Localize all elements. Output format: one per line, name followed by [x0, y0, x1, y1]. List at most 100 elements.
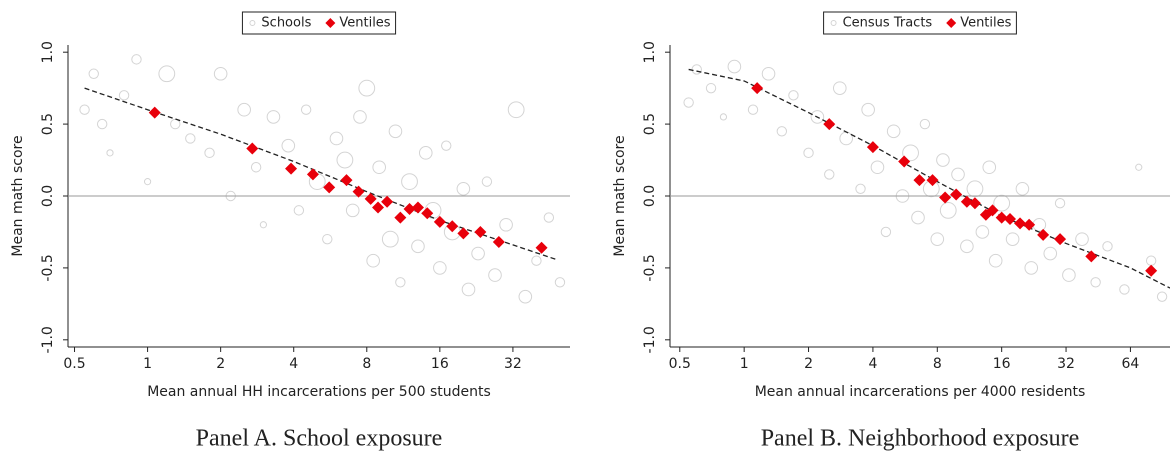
data-point	[488, 268, 502, 282]
ventile-point	[960, 195, 973, 208]
legend-label: Ventiles	[339, 16, 390, 31]
panel-title: Panel B. Neighborhood exposure	[761, 426, 1080, 452]
data-point	[870, 160, 885, 175]
ventile-point	[433, 215, 446, 228]
data-point	[1156, 291, 1168, 302]
data-point	[185, 133, 196, 144]
ventile-point	[535, 241, 548, 254]
ventile-point	[306, 168, 319, 181]
legend: Census Tracts Ventiles	[823, 11, 1017, 35]
ventile-point	[492, 236, 505, 249]
ventile-point	[751, 82, 764, 95]
data-point	[1090, 277, 1101, 288]
ventile-point	[372, 201, 385, 214]
data-point	[518, 289, 533, 304]
x-tick-label: 4	[289, 356, 298, 372]
data-point	[683, 97, 694, 108]
data-point	[1024, 261, 1039, 275]
data-point	[966, 180, 984, 198]
ventile-point	[285, 162, 298, 175]
x-tick-label: 32	[1057, 356, 1075, 372]
ventile-point	[1145, 264, 1158, 277]
data-point	[1015, 182, 1030, 196]
ventile-point	[823, 118, 836, 131]
data-point	[803, 147, 814, 159]
data-point	[96, 118, 108, 130]
y-tick-label: 0.0	[642, 185, 658, 207]
x-tick-label: 0.5	[63, 356, 85, 372]
ventile-point	[457, 227, 470, 240]
data-point	[395, 277, 406, 288]
data-point	[336, 151, 354, 169]
data-point	[106, 149, 114, 157]
data-point	[911, 210, 925, 225]
legend-label: Ventiles	[960, 16, 1011, 31]
data-point	[250, 162, 262, 173]
ventile-point	[926, 174, 939, 187]
y-tick-label: 1.0	[40, 41, 56, 63]
data-point	[293, 205, 305, 216]
ventile-point	[913, 174, 926, 187]
data-point	[993, 194, 1011, 212]
data-point	[353, 110, 367, 124]
y-tick-label: -1.0	[40, 326, 56, 353]
ventile-point	[986, 204, 999, 217]
data-point	[1102, 241, 1113, 252]
x-tick-label: 16	[431, 356, 449, 372]
x-tick-label: 1	[740, 356, 749, 372]
ventile-point	[1003, 213, 1016, 226]
ventile-point	[995, 211, 1008, 224]
data-point	[719, 113, 728, 121]
ventile-point	[411, 201, 424, 214]
x-tick-label: 8	[362, 356, 371, 372]
legend-box	[241, 11, 397, 35]
x-tick-label: 32	[504, 356, 522, 372]
data-point	[329, 131, 344, 146]
data-point	[411, 239, 425, 254]
data-point	[1043, 246, 1058, 261]
x-tick-label: 2	[216, 356, 225, 372]
data-point	[204, 147, 215, 159]
data-point	[266, 110, 281, 124]
data-point	[281, 138, 296, 153]
legend-box	[823, 11, 1017, 35]
panel: -1.0 -0.5 0.0 0.5 1.0 0.5 1 2 4 8 16 32 64 Mean annua…	[612, 11, 1170, 452]
ventile-point	[381, 195, 394, 208]
ventile-point	[421, 207, 434, 220]
x-axis-label: Mean annual incarcerations per 4000 resi…	[755, 384, 1086, 400]
data-point	[886, 124, 901, 139]
legend-marker	[325, 18, 336, 28]
data-point	[237, 102, 251, 117]
data-point	[88, 68, 99, 79]
x-axis-label: Mean annual HH incarcerations per 500 st…	[147, 384, 491, 400]
legend-label: Census Tracts	[843, 16, 933, 31]
ventile-point	[898, 155, 911, 168]
data-point	[213, 66, 228, 81]
data-point	[507, 101, 525, 119]
x-tick-label: 0.5	[669, 356, 691, 372]
ventile-point	[352, 185, 365, 198]
x-tick-label: 8	[933, 356, 942, 372]
data-point	[170, 118, 181, 130]
ventile-point	[246, 142, 259, 155]
data-point	[543, 212, 555, 223]
legend-label: Schools	[261, 16, 311, 31]
y-tick-label: -1.0	[642, 326, 658, 353]
data-point	[705, 82, 717, 94]
data-point	[143, 178, 152, 186]
data-point	[79, 104, 90, 115]
x-tick-label: 1	[143, 356, 152, 372]
data-point	[810, 110, 825, 124]
data-point	[982, 160, 997, 175]
ventile-point	[340, 174, 353, 187]
x-tick-label: 4	[868, 356, 877, 372]
ventile-point	[866, 141, 879, 154]
ventile-point	[1014, 217, 1027, 230]
panel: -1.0 -0.5 0.0 0.5 1.0 0.5 1 2 4 8 16 32 Mean annual …	[10, 11, 570, 452]
data-point	[1005, 232, 1020, 246]
data-point	[761, 66, 776, 81]
data-point	[939, 201, 957, 219]
data-point	[456, 182, 471, 196]
data-point	[118, 90, 130, 101]
y-tick-label: 0.0	[40, 185, 56, 207]
